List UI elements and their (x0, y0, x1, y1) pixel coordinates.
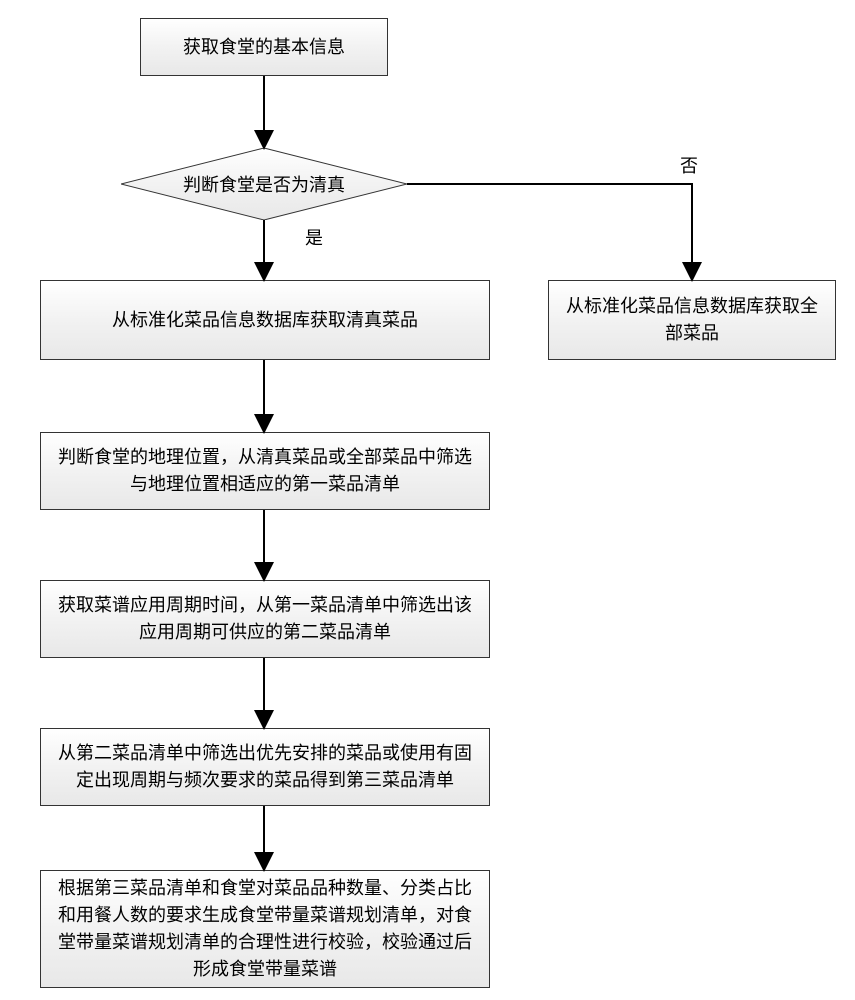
flow-node-generate-recipe: 根据第三菜品清单和食堂对菜品品种数量、分类占比和用餐人数的要求生成食堂带量菜谱规… (40, 870, 490, 988)
flow-node-halal-dishes: 从标准化菜品信息数据库获取清真菜品 (40, 280, 490, 360)
node-label: 从第二菜品清单中筛选出优先安排的菜品或使用有固定出现周期与频次要求的菜品得到第三… (53, 740, 477, 794)
flow-node-period-filter: 获取菜谱应用周期时间，从第一菜品清单中筛选出该应用周期可供应的第二菜品清单 (40, 580, 490, 658)
edge-label-yes: 是 (305, 224, 323, 250)
edge-label-no-text: 否 (680, 156, 698, 176)
edge-label-yes-text: 是 (305, 228, 323, 248)
edge-label-no: 否 (680, 152, 698, 178)
node-label: 从标准化菜品信息数据库获取全部菜品 (561, 293, 823, 347)
flow-node-get-info: 获取食堂的基本信息 (140, 18, 388, 76)
node-label: 从标准化菜品信息数据库获取清真菜品 (112, 307, 418, 334)
flow-decision-halal: 判断食堂是否为清真 (121, 148, 407, 220)
node-label: 根据第三菜品清单和食堂对菜品品种数量、分类占比和用餐人数的要求生成食堂带量菜谱规… (53, 875, 477, 983)
node-label: 获取菜谱应用周期时间，从第一菜品清单中筛选出该应用周期可供应的第二菜品清单 (53, 592, 477, 646)
node-label: 判断食堂的地理位置，从清真菜品或全部菜品中筛选与地理位置相适应的第一菜品清单 (53, 444, 477, 498)
flow-node-priority-filter: 从第二菜品清单中筛选出优先安排的菜品或使用有固定出现周期与频次要求的菜品得到第三… (40, 728, 490, 806)
decision-label: 判断食堂是否为清真 (121, 148, 407, 220)
flow-node-all-dishes: 从标准化菜品信息数据库获取全部菜品 (548, 280, 836, 360)
decision-label-text: 判断食堂是否为清真 (183, 171, 345, 197)
node-label: 获取食堂的基本信息 (183, 34, 345, 61)
flow-node-location-filter: 判断食堂的地理位置，从清真菜品或全部菜品中筛选与地理位置相适应的第一菜品清单 (40, 432, 490, 510)
